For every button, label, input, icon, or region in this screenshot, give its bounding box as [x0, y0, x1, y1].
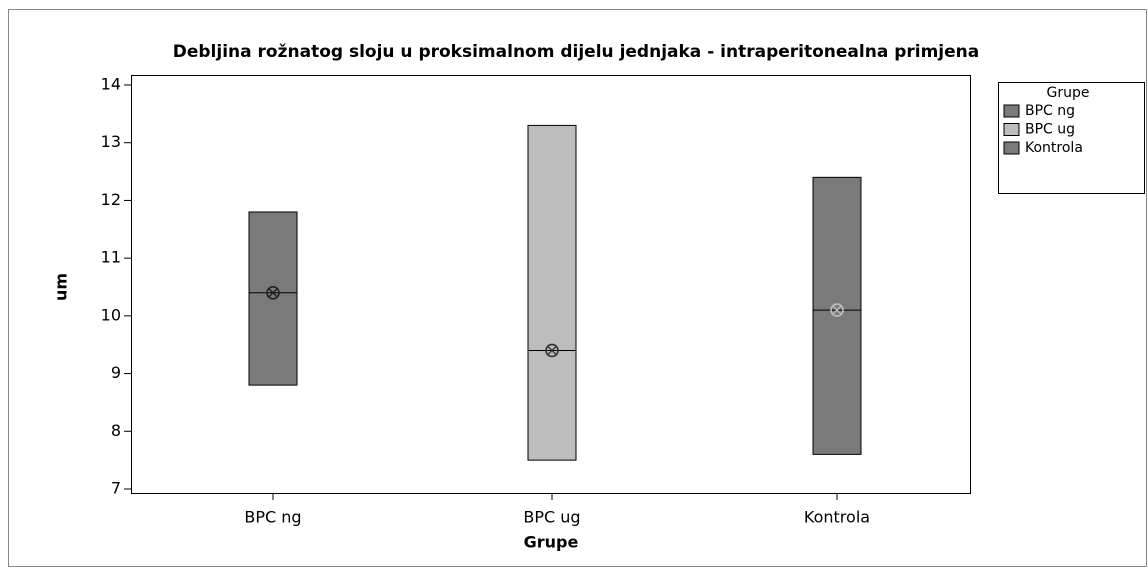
- mean-symbol: [545, 343, 559, 358]
- chart-title: Debljina rožnatog sloju u proksimalnom d…: [173, 42, 980, 62]
- box: [527, 124, 577, 461]
- y-tick-label: 13: [101, 132, 121, 151]
- legend-swatch: [1003, 104, 1020, 118]
- legend-swatch: [1003, 141, 1020, 155]
- y-tick-label: 10: [101, 305, 121, 324]
- x-axis-label: Grupe: [524, 533, 579, 552]
- x-tick-label: BPC ug: [523, 508, 580, 527]
- x-tick-label: BPC ng: [244, 508, 301, 527]
- y-tick-label: 9: [111, 363, 121, 382]
- legend-frame: [998, 82, 1145, 194]
- y-tick-label: 11: [101, 248, 121, 267]
- legend-title: Grupe: [1047, 85, 1090, 101]
- y-tick-label: 7: [111, 479, 121, 498]
- y-tick-label: 14: [101, 75, 121, 94]
- box: [812, 176, 862, 455]
- mean-symbol: [830, 303, 844, 317]
- legend-label: Kontrola: [1025, 140, 1083, 156]
- legend-label: BPC ng: [1025, 103, 1075, 119]
- y-tick-label: 12: [101, 190, 121, 209]
- x-tick-label: Kontrola: [804, 508, 870, 527]
- y-axis-label: um: [52, 273, 71, 301]
- y-tick-label: 8: [111, 421, 121, 440]
- legend-label: BPC ug: [1025, 122, 1075, 138]
- mean-symbol: [266, 285, 280, 300]
- legend-swatch: [1003, 123, 1020, 136]
